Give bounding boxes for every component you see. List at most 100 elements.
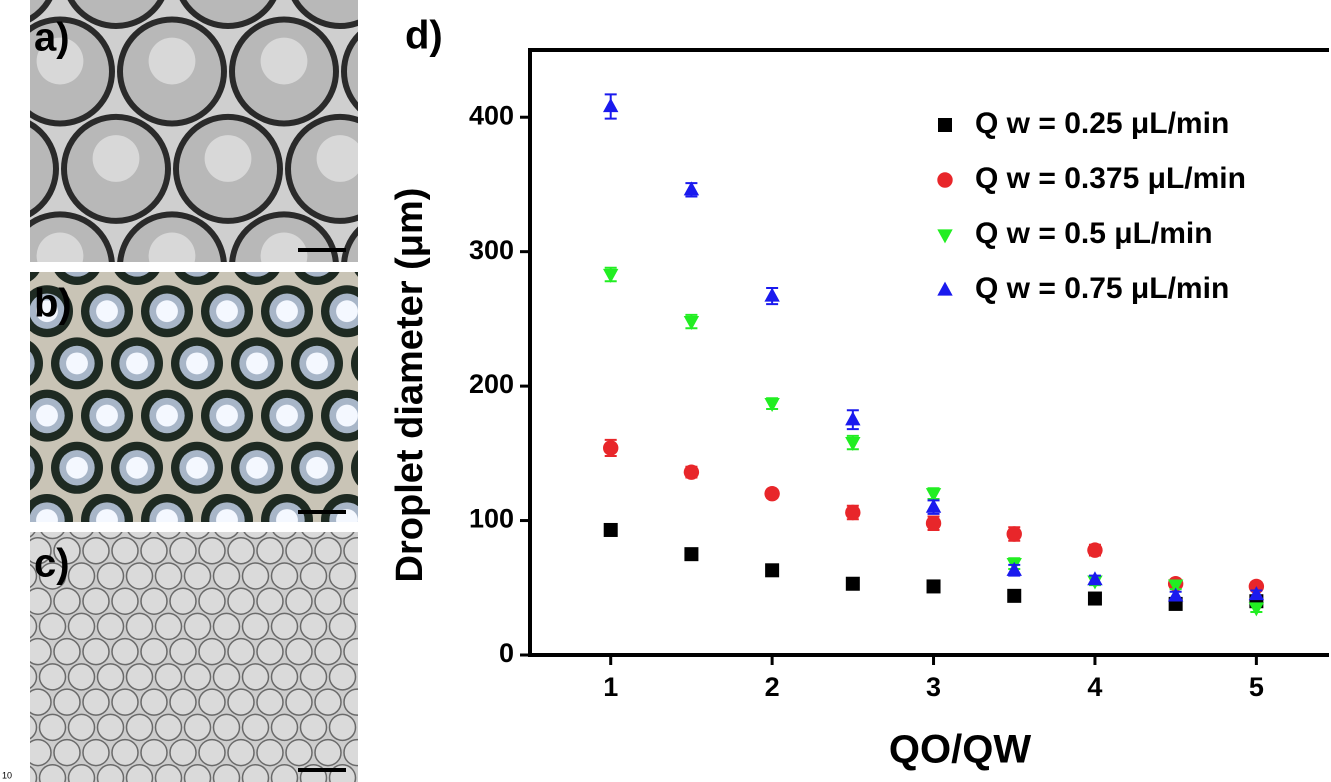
droplet-core (156, 509, 178, 531)
droplet (141, 740, 167, 766)
droplet (286, 740, 312, 766)
droplet (214, 563, 240, 589)
droplet (83, 639, 109, 665)
droplet-core (366, 352, 388, 374)
data-point (603, 98, 618, 112)
droplet (315, 740, 341, 766)
droplet (11, 664, 37, 690)
data-point (603, 440, 618, 455)
data-point (926, 516, 941, 531)
droplet-core (0, 346, 35, 381)
droplet (170, 639, 196, 665)
droplet (156, 664, 182, 690)
droplet (272, 563, 298, 589)
droplet (344, 740, 370, 766)
droplet-core (156, 300, 178, 322)
droplet (40, 613, 66, 639)
droplet (98, 714, 124, 740)
droplet (257, 689, 283, 715)
data-point (604, 523, 618, 537)
droplet (54, 689, 80, 715)
droplet-core (96, 509, 118, 531)
data-point (927, 579, 941, 593)
panel-label: c) (34, 542, 70, 586)
droplet (112, 689, 138, 715)
data-point (765, 563, 779, 577)
droplet-core (6, 457, 28, 479)
droplet (272, 664, 298, 690)
droplet-core (149, 38, 196, 85)
droplet (301, 664, 327, 690)
data-point (1088, 592, 1102, 606)
droplet (243, 714, 269, 740)
droplet (185, 563, 211, 589)
droplet (69, 613, 95, 639)
droplet-core (246, 457, 268, 479)
x-tick-label: 4 (1087, 672, 1102, 702)
panel-label: d) (405, 14, 443, 58)
droplet (272, 613, 298, 639)
axes-frame (530, 50, 1329, 655)
droplet (344, 689, 370, 715)
droplet (243, 613, 269, 639)
droplet (344, 588, 370, 614)
droplet (185, 714, 211, 740)
droplet (127, 714, 153, 740)
droplet (170, 588, 196, 614)
droplet (301, 714, 327, 740)
droplet (98, 563, 124, 589)
droplet (112, 588, 138, 614)
droplet (228, 639, 254, 665)
data-point (764, 288, 779, 302)
droplet (286, 588, 312, 614)
figure: a) b) c) 10 d) QO/QW Droplet diameter (μ… (0, 0, 1331, 782)
droplet (228, 689, 254, 715)
droplet-core (306, 457, 328, 479)
droplet (83, 689, 109, 715)
legend-marker (938, 118, 952, 132)
legend-label: Q w = 0.25 μL/min (975, 107, 1229, 140)
data-point (1007, 526, 1022, 541)
droplet (257, 588, 283, 614)
data-point (1087, 542, 1102, 557)
droplet (69, 664, 95, 690)
droplet (330, 664, 356, 690)
droplet (69, 563, 95, 589)
droplet (98, 664, 124, 690)
droplet-core (216, 300, 238, 322)
y-tick-label: 0 (499, 638, 514, 668)
droplet (330, 714, 356, 740)
droplet-core (246, 352, 268, 374)
droplet (127, 613, 153, 639)
y-tick-label: 200 (469, 369, 514, 399)
droplet-core (96, 300, 118, 322)
x-tick-label: 2 (765, 672, 780, 702)
droplet-core (276, 509, 298, 531)
droplet (344, 639, 370, 665)
droplet (199, 689, 225, 715)
droplet (69, 714, 95, 740)
y-tick-label: 300 (469, 235, 514, 265)
droplet (344, 538, 370, 564)
legend-marker (937, 229, 952, 243)
legend-label: Q w = 0.75 μL/min (975, 272, 1229, 305)
droplet (83, 740, 109, 766)
droplet (156, 714, 182, 740)
droplet (286, 639, 312, 665)
droplet (54, 639, 80, 665)
droplet-core (216, 405, 238, 427)
droplet (301, 613, 327, 639)
droplet (301, 563, 327, 589)
droplet (199, 740, 225, 766)
droplet (141, 588, 167, 614)
droplet-core (36, 405, 58, 427)
droplet-core (186, 352, 208, 374)
data-point (1007, 589, 1021, 603)
droplet (199, 588, 225, 614)
x-tick-label: 1 (603, 672, 618, 702)
droplet (156, 613, 182, 639)
legend-marker (937, 282, 952, 296)
droplet (257, 538, 283, 564)
droplet (228, 588, 254, 614)
